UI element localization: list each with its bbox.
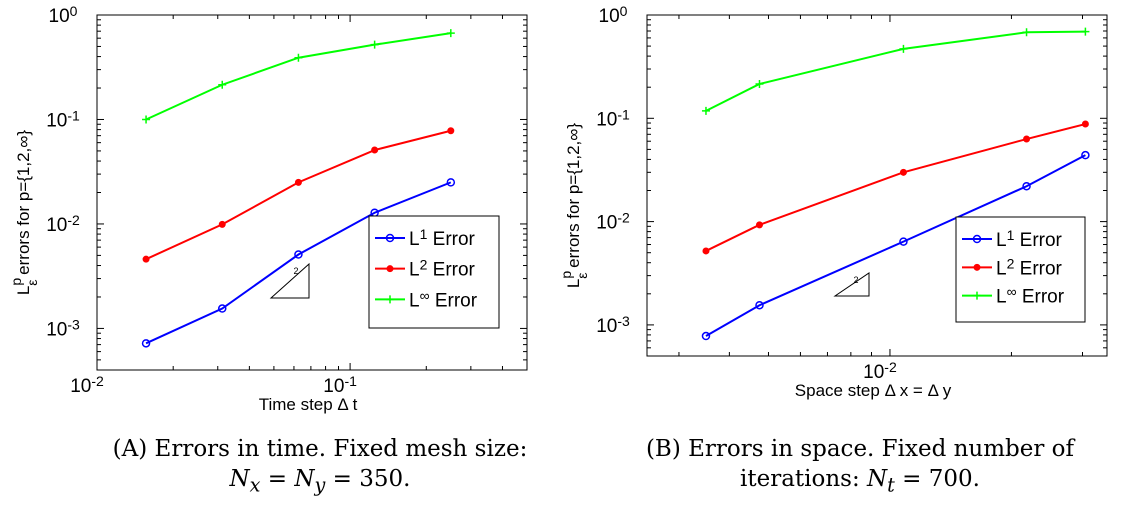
legend-label: L∞ Error	[409, 287, 478, 311]
legend-item-2: L2 Error	[375, 256, 476, 281]
chart-a: 10-2 10-1 10-3 10-2 10-1 100 Time step Δ t Lpε …	[8, 3, 528, 414]
caption-a: (A) Errors in time. Fixed mesh size: Nx …	[60, 434, 580, 501]
caption-b: (B) Errors in space. Fixed number of ite…	[595, 434, 1125, 501]
data-point	[702, 247, 710, 255]
y-tick-label: 100	[49, 3, 78, 27]
data-point	[142, 255, 150, 263]
y-tick-label: 10-1	[46, 107, 80, 131]
data-point	[1081, 150, 1090, 160]
data-point	[217, 304, 227, 313]
series-1	[701, 150, 1090, 341]
data-point	[446, 29, 455, 38]
caption-a-line2: Nx = Ny = 350.	[229, 466, 411, 497]
caption-b-text: Errors in space. Fixed number of	[680, 436, 1075, 462]
data-point	[294, 178, 302, 186]
data-point	[899, 237, 908, 246]
series-line	[705, 154, 1086, 337]
data-point	[701, 106, 710, 115]
y-tick-label: 10-3	[46, 316, 80, 340]
legend-label: L∞ Error	[996, 283, 1065, 307]
data-point	[294, 250, 303, 259]
caption-a-tag: (A)	[112, 436, 148, 462]
chart-b: 10-2 10-3 10-2 10-1 100 Space step Δ x = Δ y L…	[558, 3, 1108, 400]
data-point	[973, 291, 981, 300]
series-line	[705, 30, 1086, 112]
legend-item-1: L1 Error	[962, 227, 1063, 251]
slope-triangle	[833, 272, 870, 297]
caption-b-line1: (B) Errors in space. Fixed number of	[595, 434, 1125, 464]
series-line	[145, 181, 452, 345]
data-point	[218, 80, 227, 89]
y-tick-label: 10-2	[46, 212, 80, 236]
data-point	[755, 300, 764, 310]
data-point	[1023, 135, 1031, 143]
legend: L1 Error L2 Error L∞ Error	[955, 216, 1086, 323]
legend-item-2: L2 Error	[962, 255, 1063, 279]
caption-a-text: Errors in time. Fixed mesh size:	[147, 436, 528, 462]
slope-triangle	[269, 262, 310, 299]
data-point	[1022, 181, 1031, 191]
y-tick-label: 10-2	[596, 209, 630, 233]
series-3	[701, 27, 1090, 115]
series-line	[145, 32, 451, 121]
x-tick-label: 10-2	[863, 359, 897, 383]
data-point	[386, 295, 394, 304]
caption-b-line2: iterations: Nt = 700.	[740, 466, 980, 497]
data-point	[1022, 28, 1031, 37]
series-2	[702, 120, 1089, 255]
data-point	[371, 146, 379, 154]
legend-item-3: L∞ Error	[375, 287, 478, 311]
y-tick-label: 10-1	[596, 106, 630, 130]
legend-item-3: L∞ Error	[962, 283, 1065, 308]
y-tick-label: 10-3	[596, 313, 630, 337]
plot-frame	[646, 14, 1108, 357]
data-point	[1081, 120, 1089, 128]
data-point	[370, 40, 379, 49]
x-tick-label: 10-1	[323, 373, 357, 397]
x-axis-label: Space step Δ x = Δ y	[795, 381, 952, 400]
plot-frame	[96, 14, 528, 371]
slope-triangle-label: 2	[853, 275, 858, 285]
data-point	[972, 234, 982, 244]
y-axis-label: Lpε errors for p={1,2,∞}	[558, 123, 590, 288]
x-axis-label: Time step Δ t	[259, 395, 358, 414]
data-point	[446, 178, 456, 187]
data-point	[1081, 27, 1090, 36]
data-point	[386, 265, 394, 273]
data-point	[755, 79, 764, 88]
data-point	[141, 339, 151, 348]
series-3	[142, 29, 455, 124]
data-point	[973, 263, 981, 271]
data-point	[294, 53, 303, 62]
data-point	[899, 168, 907, 176]
data-point	[142, 115, 151, 124]
x-tick-label: 10-2	[70, 373, 104, 397]
legend-label: L1 Error	[409, 226, 476, 250]
data-point	[447, 127, 455, 135]
caption-a-line1: (A) Errors in time. Fixed mesh size:	[60, 434, 580, 464]
series-2	[142, 127, 455, 263]
legend: L1 Error L2 Error L∞ Error	[368, 215, 500, 329]
data-point	[755, 221, 763, 229]
legend-label: L1 Error	[996, 227, 1063, 251]
slope-triangle-label: 2	[293, 266, 298, 276]
caption-b-tag: (B)	[645, 436, 681, 462]
data-point	[385, 233, 395, 243]
data-point	[701, 331, 711, 341]
legend-label: L2 Error	[409, 256, 476, 280]
data-point	[218, 220, 226, 228]
y-tick-label: 100	[599, 3, 628, 27]
y-axis-label: Lpε errors for p={1,2,∞}	[8, 130, 40, 295]
data-point	[899, 44, 908, 53]
legend-label: L2 Error	[996, 255, 1063, 279]
legend-item-1: L1 Error	[375, 226, 476, 250]
